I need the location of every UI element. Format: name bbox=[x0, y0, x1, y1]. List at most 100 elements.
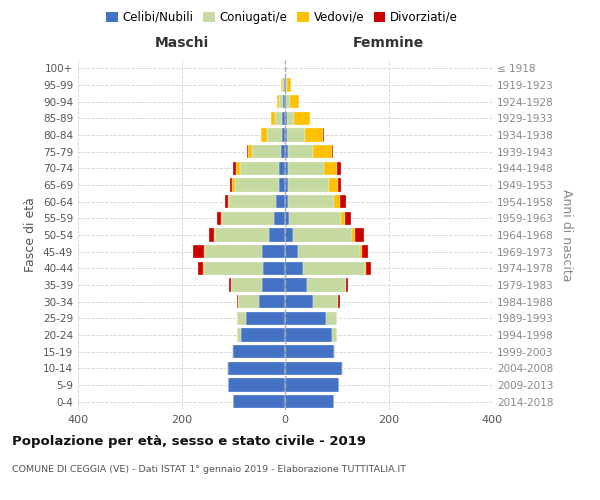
Bar bbox=[323, 128, 324, 141]
Bar bbox=[283, 78, 284, 92]
Bar bbox=[285, 128, 287, 141]
Bar bbox=[338, 178, 341, 192]
Bar bbox=[285, 178, 287, 192]
Bar bbox=[269, 228, 285, 241]
Bar bbox=[313, 295, 338, 308]
Bar bbox=[233, 345, 285, 358]
Bar bbox=[285, 262, 303, 275]
Bar bbox=[203, 262, 204, 275]
Bar bbox=[285, 78, 286, 92]
Bar bbox=[248, 145, 253, 158]
Bar bbox=[324, 162, 337, 175]
Bar bbox=[197, 262, 203, 275]
Bar bbox=[285, 228, 293, 241]
Bar bbox=[281, 78, 283, 92]
Bar bbox=[286, 95, 290, 108]
Bar bbox=[285, 278, 307, 291]
Bar bbox=[236, 162, 240, 175]
Bar bbox=[285, 195, 287, 208]
Bar bbox=[285, 95, 286, 108]
Bar bbox=[275, 195, 285, 208]
Bar bbox=[260, 128, 267, 141]
Bar bbox=[279, 162, 285, 175]
Bar bbox=[229, 278, 230, 291]
Bar bbox=[285, 345, 334, 358]
Bar bbox=[281, 145, 285, 158]
Bar bbox=[193, 245, 204, 258]
Bar bbox=[284, 78, 285, 92]
Bar bbox=[275, 112, 283, 125]
Bar bbox=[262, 245, 285, 258]
Legend: Celibi/Nubili, Coniugati/e, Vedovi/e, Divorziati/e: Celibi/Nubili, Coniugati/e, Vedovi/e, Di… bbox=[104, 8, 460, 26]
Bar bbox=[238, 295, 259, 308]
Bar bbox=[285, 162, 287, 175]
Bar bbox=[285, 378, 340, 392]
Bar bbox=[283, 112, 285, 125]
Bar bbox=[214, 228, 215, 241]
Bar bbox=[283, 128, 285, 141]
Bar bbox=[285, 362, 342, 375]
Bar bbox=[277, 95, 280, 108]
Bar bbox=[233, 162, 236, 175]
Bar bbox=[285, 245, 298, 258]
Bar bbox=[274, 212, 285, 225]
Bar bbox=[334, 345, 335, 358]
Bar bbox=[366, 262, 371, 275]
Bar bbox=[285, 395, 334, 408]
Bar bbox=[285, 328, 332, 342]
Bar bbox=[237, 312, 246, 325]
Bar bbox=[287, 78, 291, 92]
Bar bbox=[290, 95, 299, 108]
Bar bbox=[229, 195, 275, 208]
Text: Maschi: Maschi bbox=[154, 36, 209, 50]
Bar bbox=[204, 245, 205, 258]
Bar bbox=[289, 212, 341, 225]
Text: Femmine: Femmine bbox=[353, 36, 424, 50]
Bar bbox=[262, 278, 285, 291]
Bar bbox=[329, 178, 338, 192]
Bar bbox=[332, 145, 333, 158]
Bar bbox=[365, 262, 366, 275]
Bar bbox=[237, 328, 241, 342]
Bar bbox=[341, 212, 345, 225]
Bar bbox=[228, 378, 285, 392]
Bar bbox=[313, 145, 332, 158]
Y-axis label: Anni di nascita: Anni di nascita bbox=[560, 188, 573, 281]
Bar bbox=[279, 178, 285, 192]
Bar bbox=[295, 112, 310, 125]
Bar bbox=[326, 312, 337, 325]
Bar bbox=[222, 212, 274, 225]
Bar bbox=[338, 295, 340, 308]
Bar bbox=[285, 295, 313, 308]
Bar bbox=[232, 178, 235, 192]
Bar bbox=[247, 145, 248, 158]
Bar bbox=[263, 262, 285, 275]
Text: COMUNE DI CEGGIA (VE) - Dati ISTAT 1° gennaio 2019 - Elaborazione TUTTITALIA.IT: COMUNE DI CEGGIA (VE) - Dati ISTAT 1° ge… bbox=[12, 465, 406, 474]
Bar bbox=[235, 178, 279, 192]
Bar bbox=[237, 295, 238, 308]
Bar bbox=[346, 278, 348, 291]
Bar bbox=[352, 228, 355, 241]
Bar bbox=[227, 362, 228, 375]
Bar bbox=[285, 312, 326, 325]
Bar bbox=[232, 345, 233, 358]
Bar bbox=[285, 212, 289, 225]
Bar bbox=[342, 362, 343, 375]
Bar bbox=[287, 112, 295, 125]
Bar bbox=[293, 228, 352, 241]
Bar bbox=[360, 245, 362, 258]
Bar bbox=[246, 312, 285, 325]
Bar bbox=[227, 195, 229, 208]
Bar bbox=[303, 262, 365, 275]
Bar bbox=[355, 228, 364, 241]
Bar bbox=[287, 128, 305, 141]
Bar bbox=[240, 162, 279, 175]
Bar bbox=[287, 195, 334, 208]
Bar bbox=[233, 395, 285, 408]
Bar bbox=[253, 145, 281, 158]
Bar bbox=[215, 228, 269, 241]
Bar bbox=[283, 95, 285, 108]
Bar bbox=[204, 262, 263, 275]
Bar bbox=[298, 245, 360, 258]
Bar bbox=[307, 278, 346, 291]
